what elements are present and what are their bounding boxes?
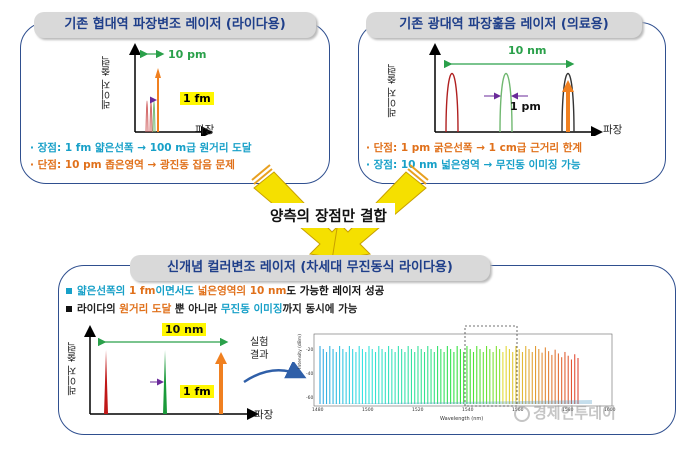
spectrum-ytick-0: -20 xyxy=(306,348,314,353)
tl-pro-text: · 장점: 1 fm 얇은선폭 → 100 m급 원거리 도달 xyxy=(30,142,252,154)
spectrum-zoom-box xyxy=(464,325,518,407)
spectrum-xtick-3: 1540 xyxy=(462,408,474,413)
tr-y-axis-label: 레이저 출력 xyxy=(388,64,399,118)
b-peak-red xyxy=(104,350,108,414)
spectrum-ytick-1: -40 xyxy=(306,372,314,377)
tr-linewidth-label: 1 pm xyxy=(510,100,541,113)
panel-narrowband-title: 기존 협대역 파장변조 레이저 (라이다용) xyxy=(34,12,316,38)
tl-peak-2 xyxy=(149,100,153,133)
bullet-square-2 xyxy=(66,306,72,312)
bullet-square-1 xyxy=(66,288,72,294)
tl-linewidth-label: 1 fm xyxy=(180,92,214,105)
panel-color-modulation xyxy=(58,265,676,435)
merge-banner: 양측의 장점만 결합 xyxy=(262,203,395,228)
spectrum-y-label: Intensity (dBm) xyxy=(298,334,303,369)
tr-laser-line xyxy=(562,80,574,132)
spectrum-xtick-0: 1480 xyxy=(312,408,324,413)
b-laser-line xyxy=(215,352,227,414)
spectrum-xtick-1: 1500 xyxy=(362,408,374,413)
tr-spectrum-sketch xyxy=(429,43,603,136)
tr-peak-dark xyxy=(561,73,575,133)
spectrum-xtick-5: 1580 xyxy=(562,408,574,413)
spectrum-xtick-6: 1600 xyxy=(604,408,616,413)
tl-peak-3 xyxy=(152,100,156,133)
experiment-curved-arrow xyxy=(243,362,307,384)
tr-x-axis-label: 파장 xyxy=(603,124,623,136)
b-peak-green xyxy=(163,350,167,414)
spectrum-noise-floor xyxy=(314,400,592,404)
bottom-bullet-1: 얇은선폭의 1 fm이면서도 넓은영역의 10 nm도 가능한 레이저 성공 xyxy=(66,283,384,298)
tl-x-axis-label: 파장 xyxy=(195,124,215,136)
bottom-bullet-2: 라이다의 원거리 도달 뿐 아니라 무진동 이미징까지 동시에 가능 xyxy=(66,301,357,316)
spectrum-xtick-2: 1520 xyxy=(412,408,424,413)
tl-laser-line xyxy=(155,68,161,132)
tr-con-text: · 단점: 1 pm 굵은선폭 → 1 cm급 근거리 한계 xyxy=(366,142,583,154)
watermark: 경제인투데이 xyxy=(514,402,616,423)
panel-narrowband xyxy=(20,22,330,184)
tr-peak-green xyxy=(499,73,513,133)
tl-spectrum-sketch xyxy=(129,43,213,136)
spectrum-x-label: Wavelength (nm) xyxy=(440,416,484,422)
tl-range-label: 10 pm xyxy=(168,48,207,61)
tr-range-label: 10 nm xyxy=(508,44,547,57)
b-range-label: 10 nm xyxy=(162,323,207,336)
experiment-label: 실험 결과 xyxy=(250,337,269,361)
tl-peak-1 xyxy=(145,100,149,133)
experiment-spectrum-svg xyxy=(313,325,613,407)
panel-wideband-title: 기존 광대역 파장훑음 레이저 (의료용) xyxy=(366,12,642,38)
tr-peak-red xyxy=(445,73,459,133)
b-x-axis-label: 파장 xyxy=(254,409,274,421)
tl-con-text: · 단점: 10 pm 좁은영역 → 광진동 잡음 문제 xyxy=(30,159,235,171)
spectrum-ytick-2: -60 xyxy=(306,396,314,401)
spectrum-frame xyxy=(313,333,613,407)
panel-color-modulation-title: 신개념 컬러변조 레이저 (차세대 무진동식 라이다용) xyxy=(130,255,490,281)
tr-pro-text: · 장점: 10 nm 넓은영역 → 무진동 이미징 가능 xyxy=(366,159,581,171)
watermark-logo-icon xyxy=(514,405,530,422)
b-linewidth-label: 1 fm xyxy=(180,385,214,398)
b-spectrum-sketch xyxy=(84,325,259,420)
